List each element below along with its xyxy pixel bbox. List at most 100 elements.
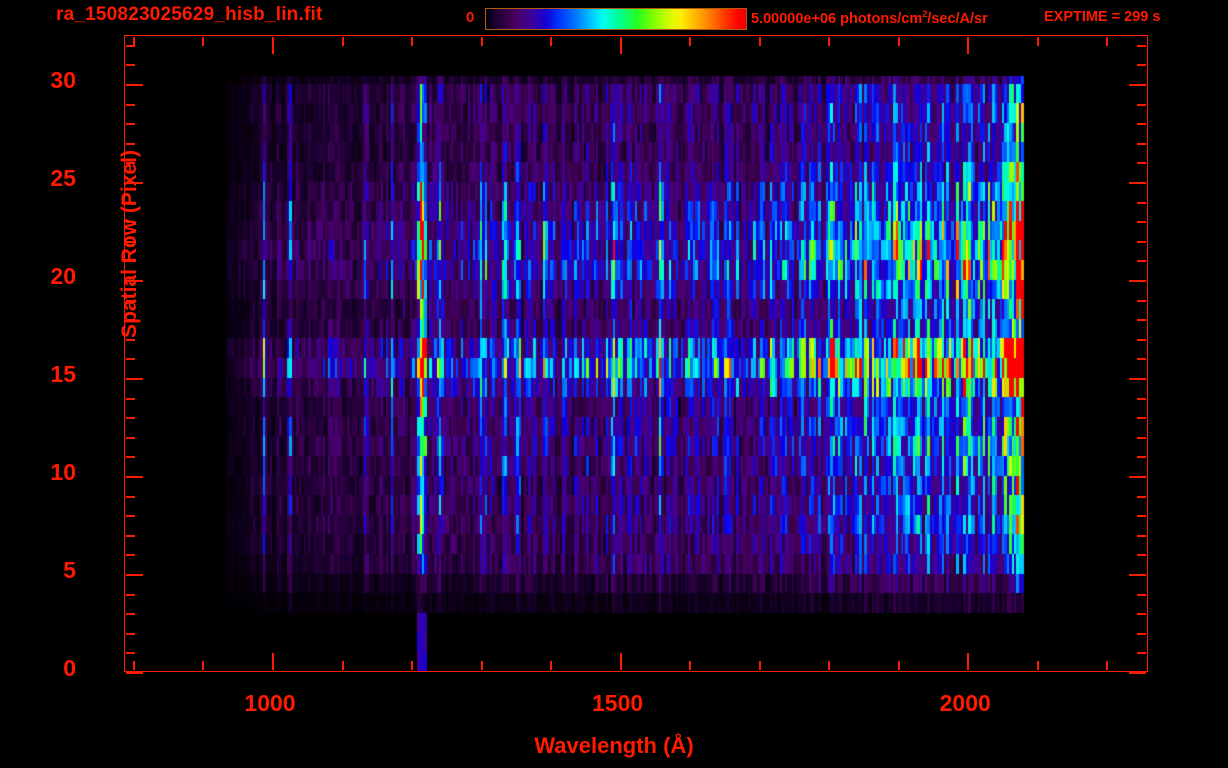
axis-tick <box>480 661 483 670</box>
axis-tick <box>126 397 135 400</box>
axis-tick <box>1137 436 1146 439</box>
axis-tick <box>1129 84 1146 87</box>
axis-tick <box>828 37 831 46</box>
intensity-colorbar <box>485 8 747 30</box>
axis-tick <box>1137 338 1146 341</box>
axis-tick <box>126 358 135 361</box>
axis-tick <box>1137 456 1146 459</box>
colorbar-max-value: 5.00000e+06 photons/cm <box>751 10 923 27</box>
axis-tick <box>758 37 761 46</box>
axis-tick <box>126 142 135 145</box>
axis-tick <box>126 64 135 67</box>
axis-tick <box>897 37 900 46</box>
axis-tick <box>126 574 143 576</box>
axis-tick <box>126 632 135 635</box>
axis-tick <box>1036 661 1039 670</box>
y-tick-label: 5 <box>63 557 76 583</box>
axis-tick <box>126 201 135 204</box>
plot-frame <box>124 35 1148 674</box>
axis-tick <box>126 260 135 263</box>
x-tick-label: 1000 <box>244 690 296 716</box>
axis-tick <box>126 436 135 439</box>
axis-tick <box>480 37 483 46</box>
axis-tick <box>897 661 900 670</box>
axis-tick <box>1129 378 1146 381</box>
axis-tick <box>828 661 831 670</box>
axis-tick <box>202 661 205 670</box>
axis-tick <box>126 613 135 616</box>
axis-tick <box>1106 661 1109 670</box>
spectrum-heatmap <box>125 36 1147 671</box>
colorbar-min-label: 0 <box>466 9 475 26</box>
axis-tick <box>1137 123 1146 126</box>
axis-tick <box>689 37 692 46</box>
axis-tick <box>1137 534 1146 537</box>
axis-tick <box>126 652 135 655</box>
axis-tick <box>1137 554 1146 557</box>
axis-tick <box>1129 574 1146 576</box>
axis-tick <box>126 182 143 185</box>
axis-tick <box>1129 182 1146 185</box>
axis-tick <box>126 515 135 518</box>
axis-tick <box>1137 240 1146 243</box>
axis-tick <box>1137 319 1146 322</box>
axis-tick <box>411 661 414 670</box>
axis-tick <box>1137 613 1146 616</box>
axis-tick <box>126 84 143 87</box>
axis-tick <box>1137 495 1146 498</box>
y-tick-label: 20 <box>50 263 76 290</box>
axis-tick <box>126 338 135 341</box>
axis-tick <box>619 37 622 54</box>
axis-tick <box>1137 44 1146 47</box>
axis-tick <box>1137 593 1146 596</box>
axis-tick <box>126 554 135 557</box>
axis-tick <box>126 103 135 106</box>
colorbar-max-exponent: 2 <box>922 9 928 19</box>
axis-tick <box>126 299 135 302</box>
axis-tick <box>132 37 135 46</box>
axis-tick <box>126 162 135 165</box>
axis-tick <box>967 653 970 670</box>
axis-tick <box>126 476 143 478</box>
axis-tick <box>1137 632 1146 635</box>
axis-tick <box>1036 37 1039 46</box>
axis-tick <box>1129 672 1146 674</box>
y-tick-label: 0 <box>63 655 76 681</box>
axis-tick <box>1137 201 1146 204</box>
axis-tick <box>126 534 135 537</box>
axis-tick <box>1137 299 1146 302</box>
axis-tick <box>126 417 135 420</box>
axis-tick <box>126 456 135 459</box>
axis-tick <box>126 593 135 596</box>
axis-tick <box>272 653 274 670</box>
axis-tick <box>1137 162 1146 165</box>
y-tick-label: 25 <box>50 165 76 192</box>
x-tick-label: 2000 <box>939 690 991 716</box>
axis-tick <box>126 44 135 47</box>
axis-tick <box>550 37 553 46</box>
axis-tick <box>126 221 135 224</box>
axis-tick <box>1137 103 1146 106</box>
axis-tick <box>1137 64 1146 67</box>
axis-tick <box>967 37 970 54</box>
axis-tick <box>126 495 135 498</box>
axis-tick <box>1129 280 1146 283</box>
axis-tick <box>1106 37 1109 46</box>
axis-tick <box>1137 358 1146 361</box>
axis-tick <box>1137 652 1146 655</box>
axis-tick <box>341 661 344 670</box>
axis-tick <box>126 319 135 322</box>
x-axis-title: Wavelength (Å) <box>534 733 694 758</box>
axis-tick <box>272 37 274 54</box>
exptime-label: EXPTIME = 299 s <box>1044 9 1161 25</box>
x-tick-label: 1500 <box>592 690 644 716</box>
page-title: ra_150823025629_hisb_lin.fit <box>56 4 323 25</box>
axis-tick <box>619 653 622 670</box>
axis-tick <box>1137 397 1146 400</box>
axis-tick <box>126 672 143 674</box>
y-tick-label: 30 <box>50 67 76 94</box>
axis-tick <box>411 37 414 46</box>
axis-tick <box>1137 515 1146 518</box>
axis-tick <box>1129 476 1146 478</box>
